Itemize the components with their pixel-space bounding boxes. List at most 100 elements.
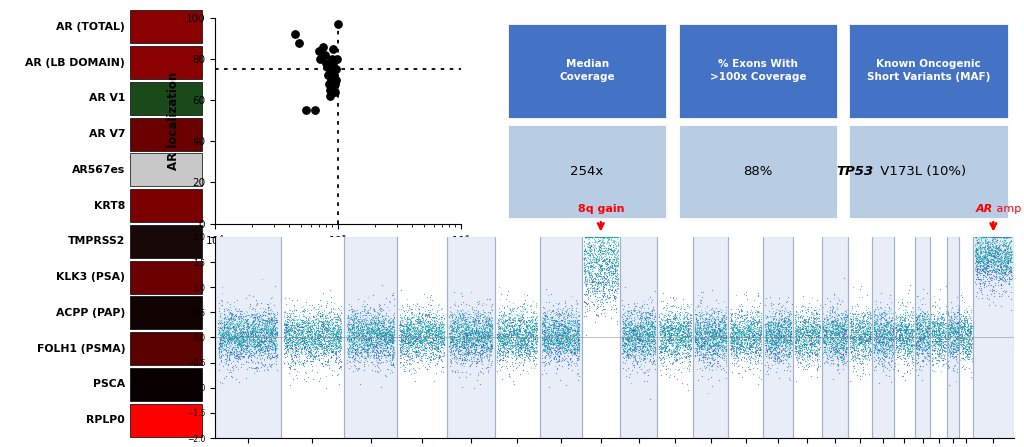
Point [687,338,703,345]
Point [731,346,748,353]
Point [584,233,600,240]
Point [827,325,844,333]
Bar [678,23,838,118]
Point [902,346,919,353]
Point [981,251,997,258]
Point [644,330,660,337]
Point [606,245,623,253]
Point [728,348,744,355]
Point [594,278,610,286]
Point [981,238,997,245]
Point [253,341,269,348]
Point [646,342,663,349]
Point [369,312,385,319]
Point [758,362,774,369]
Point [865,311,882,318]
Point [581,233,597,240]
Point [688,313,705,320]
Point [943,327,959,334]
Point [228,351,245,358]
Point [614,337,631,345]
Point [905,320,922,327]
Point [922,344,938,351]
Point [276,360,293,367]
Point [669,355,685,363]
Point [693,333,710,341]
Point [456,349,472,356]
Point [285,337,301,345]
Point [550,337,566,344]
Point [675,295,691,303]
Point [681,355,697,363]
Point [854,359,870,367]
Point [284,342,300,350]
Point [378,329,394,336]
Point [534,338,550,346]
Point [519,323,536,330]
Point [621,345,637,352]
Point [592,298,608,305]
Point [945,346,962,353]
Point [369,346,385,353]
Point [625,331,641,338]
Point [493,334,509,341]
Point [932,340,948,347]
Point [957,348,974,355]
Point [546,336,562,343]
Point [251,320,267,328]
Point [837,319,853,326]
Point [355,331,372,338]
Point [527,335,544,342]
Point [457,330,473,337]
Point [561,319,578,326]
Point [717,312,733,319]
Point [862,324,879,331]
Point [867,300,884,308]
Point [268,316,285,324]
Point [470,357,486,364]
Point [669,342,685,350]
Point [248,332,264,339]
Point [935,329,951,336]
Point [610,239,627,246]
Point [510,332,526,339]
Point [817,337,834,345]
Point [667,347,683,354]
Point [454,348,470,355]
Point [590,264,606,271]
Point [929,334,945,342]
Point [259,344,275,351]
Point [601,256,617,263]
Point [589,233,605,240]
Point [577,262,593,269]
Point [956,342,973,349]
Point [221,320,238,328]
Point [378,340,394,347]
Point [769,320,785,327]
Point [710,342,726,349]
Point [321,346,337,353]
Point [470,316,486,324]
Point [482,337,499,344]
Point [557,299,573,306]
Point [806,337,822,345]
Point [526,326,543,333]
Point [977,253,993,261]
Point [897,320,913,327]
Point [636,368,652,375]
Point [950,320,967,327]
Point [606,294,623,301]
Point [324,322,340,329]
Point [230,333,247,340]
Point [716,329,732,336]
Point [369,339,385,346]
Point [382,333,398,341]
Point [243,301,259,308]
Point [419,323,435,330]
Point [341,338,357,345]
Point [799,326,815,333]
Point [669,344,685,351]
Point [296,320,312,327]
Point [925,331,941,338]
Point [730,346,746,353]
